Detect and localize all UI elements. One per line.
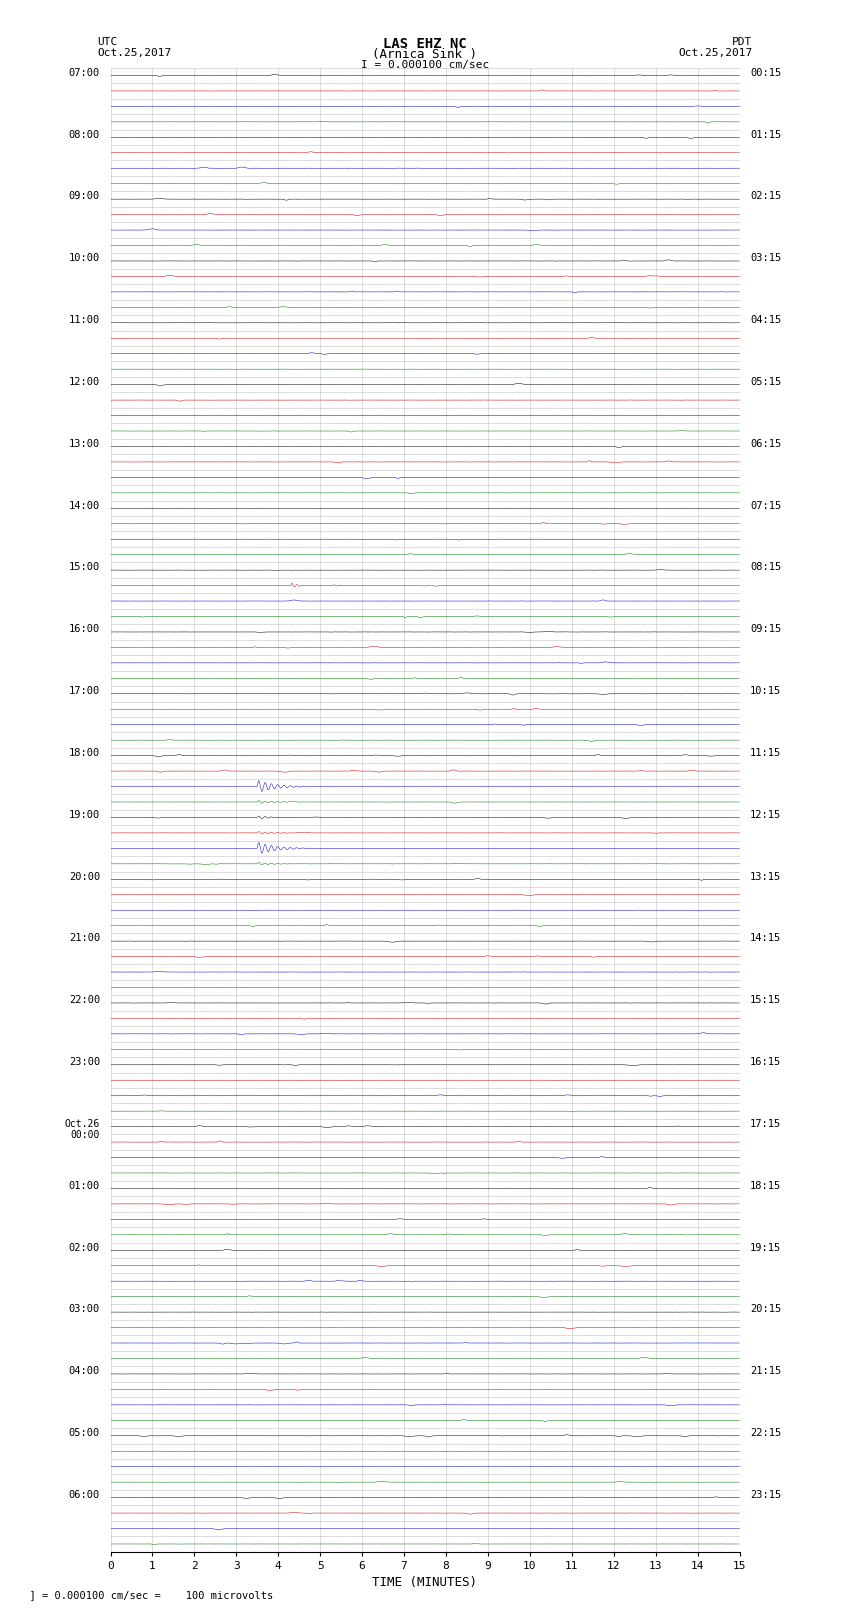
Text: 11:00: 11:00 bbox=[69, 315, 100, 326]
Text: 00:15: 00:15 bbox=[750, 68, 781, 77]
Text: Oct.26
00:00: Oct.26 00:00 bbox=[65, 1119, 100, 1140]
Text: 14:15: 14:15 bbox=[750, 934, 781, 944]
Text: 18:00: 18:00 bbox=[69, 748, 100, 758]
Text: 13:00: 13:00 bbox=[69, 439, 100, 448]
Text: 14:00: 14:00 bbox=[69, 500, 100, 511]
Text: 20:15: 20:15 bbox=[750, 1305, 781, 1315]
Text: 05:00: 05:00 bbox=[69, 1428, 100, 1439]
Text: 13:15: 13:15 bbox=[750, 871, 781, 882]
Text: 17:00: 17:00 bbox=[69, 686, 100, 697]
Text: 09:00: 09:00 bbox=[69, 192, 100, 202]
Text: 02:00: 02:00 bbox=[69, 1242, 100, 1253]
Text: 03:15: 03:15 bbox=[750, 253, 781, 263]
Text: 15:15: 15:15 bbox=[750, 995, 781, 1005]
Text: 21:00: 21:00 bbox=[69, 934, 100, 944]
Text: 12:15: 12:15 bbox=[750, 810, 781, 819]
Text: 19:00: 19:00 bbox=[69, 810, 100, 819]
Text: 04:00: 04:00 bbox=[69, 1366, 100, 1376]
Text: 20:00: 20:00 bbox=[69, 871, 100, 882]
Text: 02:15: 02:15 bbox=[750, 192, 781, 202]
Text: 23:15: 23:15 bbox=[750, 1490, 781, 1500]
Text: 07:00: 07:00 bbox=[69, 68, 100, 77]
Text: 06:15: 06:15 bbox=[750, 439, 781, 448]
Text: 06:00: 06:00 bbox=[69, 1490, 100, 1500]
Text: 23:00: 23:00 bbox=[69, 1057, 100, 1068]
Text: 08:15: 08:15 bbox=[750, 563, 781, 573]
Text: 08:00: 08:00 bbox=[69, 129, 100, 140]
Text: 11:15: 11:15 bbox=[750, 748, 781, 758]
Text: ] = 0.000100 cm/sec =    100 microvolts: ] = 0.000100 cm/sec = 100 microvolts bbox=[17, 1590, 273, 1600]
Text: 07:15: 07:15 bbox=[750, 500, 781, 511]
Text: I = 0.000100 cm/sec: I = 0.000100 cm/sec bbox=[361, 60, 489, 69]
Text: 22:00: 22:00 bbox=[69, 995, 100, 1005]
Text: 15:00: 15:00 bbox=[69, 563, 100, 573]
Text: 05:15: 05:15 bbox=[750, 377, 781, 387]
Text: (Arnica Sink ): (Arnica Sink ) bbox=[372, 48, 478, 61]
Text: 01:00: 01:00 bbox=[69, 1181, 100, 1190]
Text: 18:15: 18:15 bbox=[750, 1181, 781, 1190]
X-axis label: TIME (MINUTES): TIME (MINUTES) bbox=[372, 1576, 478, 1589]
Text: 19:15: 19:15 bbox=[750, 1242, 781, 1253]
Text: 09:15: 09:15 bbox=[750, 624, 781, 634]
Text: 10:00: 10:00 bbox=[69, 253, 100, 263]
Text: 16:00: 16:00 bbox=[69, 624, 100, 634]
Text: 01:15: 01:15 bbox=[750, 129, 781, 140]
Text: 21:15: 21:15 bbox=[750, 1366, 781, 1376]
Text: 04:15: 04:15 bbox=[750, 315, 781, 326]
Text: 03:00: 03:00 bbox=[69, 1305, 100, 1315]
Text: 12:00: 12:00 bbox=[69, 377, 100, 387]
Text: 22:15: 22:15 bbox=[750, 1428, 781, 1439]
Text: LAS EHZ NC: LAS EHZ NC bbox=[383, 37, 467, 52]
Text: 10:15: 10:15 bbox=[750, 686, 781, 697]
Text: UTC: UTC bbox=[98, 37, 118, 47]
Text: PDT: PDT bbox=[732, 37, 752, 47]
Text: 16:15: 16:15 bbox=[750, 1057, 781, 1068]
Text: 17:15: 17:15 bbox=[750, 1119, 781, 1129]
Text: Oct.25,2017: Oct.25,2017 bbox=[678, 48, 752, 58]
Text: Oct.25,2017: Oct.25,2017 bbox=[98, 48, 172, 58]
